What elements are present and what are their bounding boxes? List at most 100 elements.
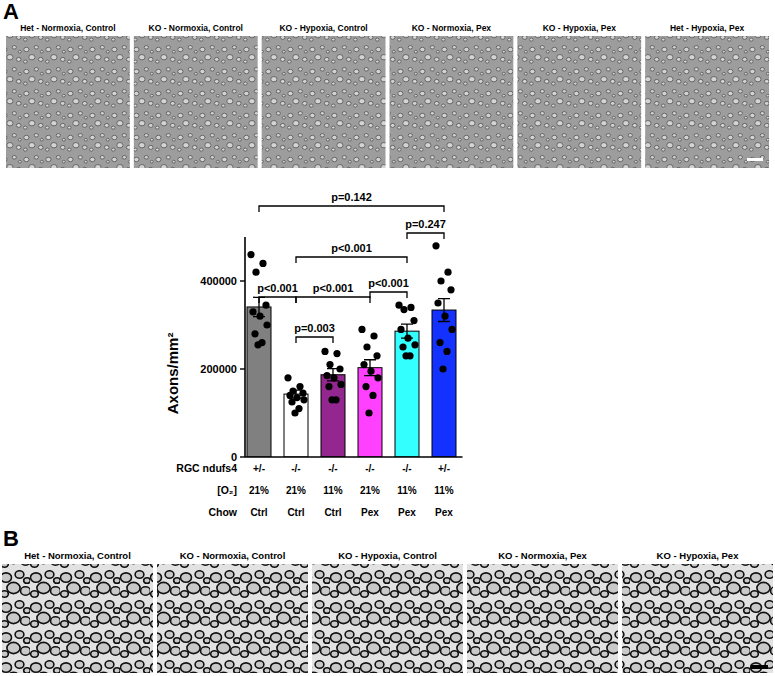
data-point: [397, 326, 404, 333]
image-title: KO - Normoxia, Pex: [498, 550, 587, 561]
image-title: KO - Normoxia, Pex: [412, 23, 492, 33]
data-point: [410, 317, 417, 324]
data-point: [249, 308, 256, 315]
data-point: [362, 383, 369, 390]
significance-bracket: [370, 292, 407, 298]
micrograph: [517, 36, 641, 168]
p-value: p<0.001: [368, 277, 409, 289]
data-point: [400, 306, 407, 313]
table-cell: -/-: [365, 463, 374, 474]
data-point: [365, 409, 372, 416]
x-axis: [245, 456, 463, 458]
bracket-line: [259, 206, 444, 212]
panel-letter: B: [3, 526, 19, 551]
data-point: [441, 313, 448, 320]
p-value: p<0.001: [313, 282, 354, 294]
table-cell: 21%: [249, 485, 269, 496]
table-cell: 11%: [434, 485, 454, 496]
micrograph: [390, 36, 514, 168]
y-tick-label: 200000: [200, 363, 237, 375]
error-cap: [364, 375, 376, 376]
table-cell: Pex: [398, 507, 416, 518]
significance-bracket: [259, 297, 296, 303]
data-point: [402, 352, 409, 359]
error-cap: [438, 321, 450, 322]
data-point: [374, 374, 381, 381]
p-value: p=0.142: [331, 191, 372, 203]
data-point: [284, 374, 291, 381]
data-point: [399, 343, 406, 350]
table-cell: +/-: [438, 463, 450, 474]
y-tick: [240, 280, 245, 281]
data-point: [321, 348, 328, 355]
table-cell: -/-: [328, 463, 337, 474]
table-cell: Pex: [361, 507, 379, 518]
panel-letter: A: [3, 0, 19, 24]
table-cell: Ctrl: [250, 507, 267, 518]
table-cell: 11%: [397, 485, 417, 496]
significance-bracket: [407, 233, 444, 239]
data-point: [448, 326, 455, 333]
data-point: [252, 269, 259, 276]
table-cell: Ctrl: [324, 507, 341, 518]
data-point: [373, 352, 380, 359]
data-point: [337, 381, 344, 388]
scale-bar: [747, 158, 763, 161]
data-point: [328, 396, 335, 403]
table-cell: 21%: [360, 485, 380, 496]
bar: [395, 331, 419, 457]
error-cap: [401, 323, 413, 324]
data-point: [432, 242, 439, 249]
data-point: [411, 341, 418, 348]
data-point: [434, 299, 441, 306]
image-title: Het - Normoxia, Control: [20, 23, 115, 33]
data-point: [247, 251, 254, 258]
data-point: [439, 365, 446, 372]
image-title: KO - Hypoxia, Pex: [657, 550, 740, 561]
image-title: KO - Normoxia, Control: [180, 550, 286, 561]
bracket-line: [296, 297, 370, 303]
significance-bracket: [296, 297, 370, 303]
micrograph: [134, 36, 258, 168]
data-point: [256, 313, 263, 320]
micrograph: [2, 564, 153, 673]
data-point: [259, 260, 266, 267]
image-title: KO - Hypoxia, Control: [338, 550, 437, 561]
data-point: [360, 361, 367, 368]
table-cell: 21%: [286, 485, 306, 496]
table-cell: -/-: [402, 463, 411, 474]
error-cap: [364, 359, 376, 360]
table-cell: -/-: [291, 463, 300, 474]
y-tick: [240, 368, 245, 369]
micrograph: [467, 564, 618, 673]
p-value: p<0.001: [331, 242, 372, 254]
y-tick-label: 400000: [200, 275, 237, 287]
data-point: [333, 350, 340, 357]
y-tick: [240, 456, 245, 457]
data-point: [336, 365, 343, 372]
p-value: p<0.001: [257, 282, 298, 294]
data-point: [296, 383, 303, 390]
data-point: [443, 348, 450, 355]
table-row-label: RGC ndufs4: [176, 462, 237, 474]
data-point: [367, 368, 374, 375]
plot-area: [247, 242, 456, 457]
p-value: p=0.247: [405, 218, 446, 230]
data-point: [369, 392, 376, 399]
scale-bar: [751, 665, 768, 669]
data-point: [325, 383, 332, 390]
bracket-line: [370, 292, 407, 298]
figure: AHet - Normoxia, Control KO - Normoxia, C…: [0, 0, 775, 676]
data-point: [326, 361, 333, 368]
bar: [321, 375, 345, 457]
data-point: [447, 286, 454, 293]
data-point: [263, 321, 270, 328]
data-point: [444, 269, 451, 276]
bracket-line: [296, 257, 407, 263]
data-point: [288, 398, 295, 405]
table-cell: Pex: [435, 507, 453, 518]
micrograph: [6, 36, 130, 168]
data-point: [370, 332, 377, 339]
data-point: [407, 304, 414, 311]
data-point: [251, 330, 258, 337]
